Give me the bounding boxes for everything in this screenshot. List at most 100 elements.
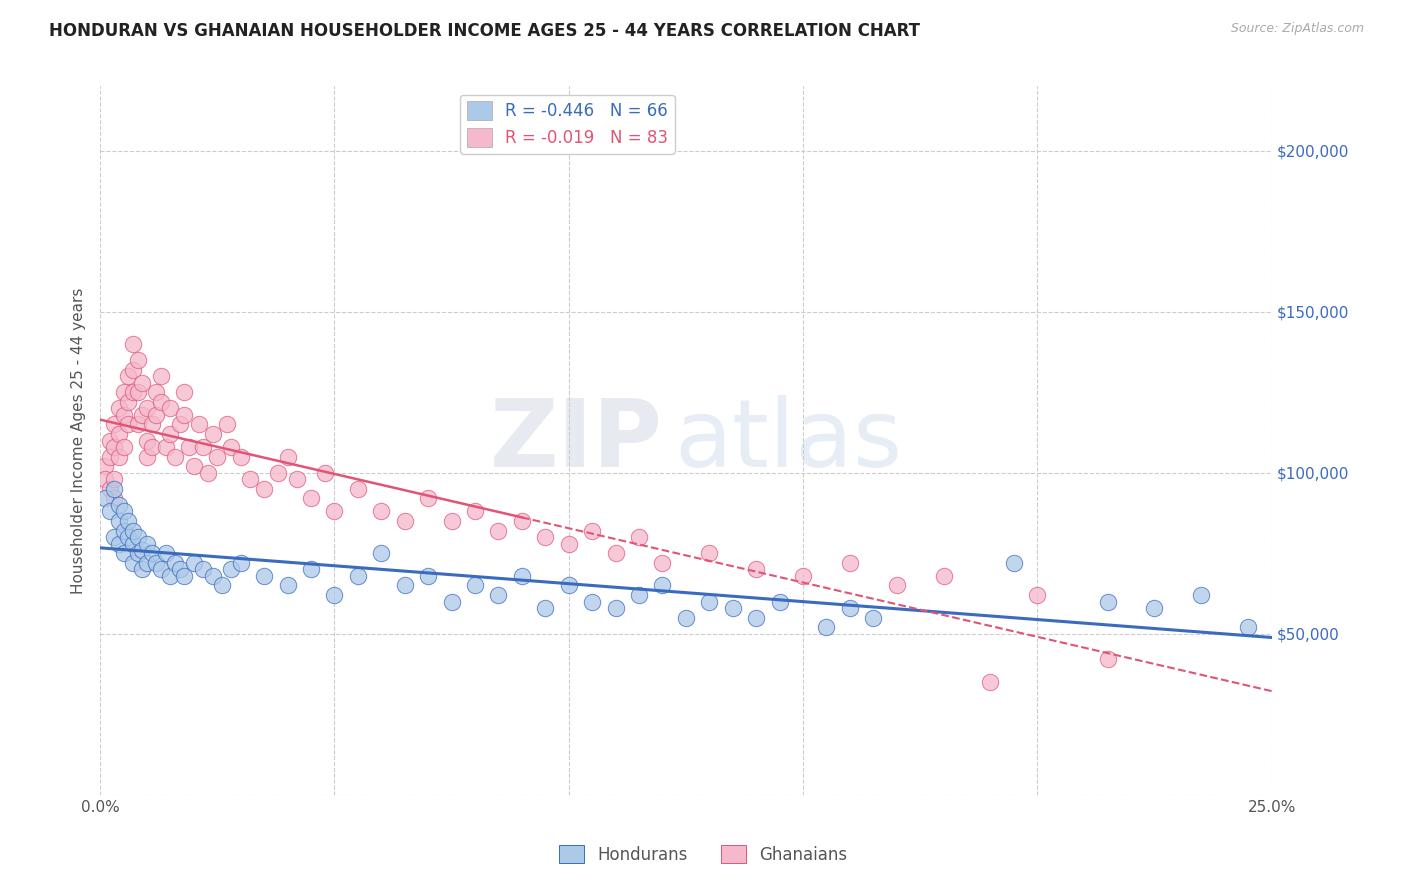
Legend: Hondurans, Ghanaians: Hondurans, Ghanaians [553, 838, 853, 871]
Point [215, 417, 238, 432]
Point [127, 417, 149, 432]
Point [122, 524, 145, 538]
Point [169, 417, 191, 432]
Point [253, 568, 276, 582]
Point [145, 408, 167, 422]
Point [117, 369, 139, 384]
Point [136, 556, 159, 570]
Point [127, 530, 149, 544]
Text: ZIP: ZIP [489, 394, 662, 486]
Point [557, 578, 579, 592]
Point [229, 450, 252, 464]
Point [651, 578, 673, 592]
Point [675, 610, 697, 624]
Point [131, 543, 153, 558]
Point [745, 562, 768, 576]
Point [627, 588, 650, 602]
Point [117, 395, 139, 409]
Point [862, 610, 884, 624]
Point [464, 504, 486, 518]
Point [179, 440, 201, 454]
Point [122, 362, 145, 376]
Point [136, 536, 159, 550]
Point [103, 491, 125, 506]
Point [1237, 620, 1260, 634]
Point [155, 440, 177, 454]
Point [159, 427, 181, 442]
Point [108, 401, 131, 416]
Point [768, 594, 790, 608]
Point [150, 395, 173, 409]
Point [201, 568, 224, 582]
Point [112, 408, 135, 422]
Point [98, 450, 121, 464]
Point [103, 530, 125, 544]
Point [94, 472, 117, 486]
Point [418, 568, 440, 582]
Point [108, 427, 131, 442]
Point [131, 376, 153, 390]
Point [122, 536, 145, 550]
Point [98, 482, 121, 496]
Point [979, 675, 1001, 690]
Point [1097, 594, 1119, 608]
Point [815, 620, 838, 634]
Legend: R = -0.446   N = 66, R = -0.019   N = 83: R = -0.446 N = 66, R = -0.019 N = 83 [460, 95, 675, 153]
Point [221, 562, 243, 576]
Point [141, 440, 163, 454]
Point [510, 514, 533, 528]
Point [127, 385, 149, 400]
Point [534, 601, 557, 615]
Point [440, 594, 463, 608]
Point [697, 546, 720, 560]
Point [122, 556, 145, 570]
Point [108, 514, 131, 528]
Point [745, 610, 768, 624]
Text: HONDURAN VS GHANAIAN HOUSEHOLDER INCOME AGES 25 - 44 YEARS CORRELATION CHART: HONDURAN VS GHANAIAN HOUSEHOLDER INCOME … [49, 22, 920, 40]
Point [165, 450, 187, 464]
Point [150, 369, 173, 384]
Point [221, 440, 243, 454]
Point [510, 568, 533, 582]
Point [418, 491, 440, 506]
Point [183, 556, 205, 570]
Point [103, 482, 125, 496]
Point [141, 546, 163, 560]
Point [108, 536, 131, 550]
Y-axis label: Householder Income Ages 25 - 44 years: Householder Income Ages 25 - 44 years [72, 287, 86, 594]
Point [98, 504, 121, 518]
Point [314, 466, 336, 480]
Point [136, 450, 159, 464]
Point [1097, 652, 1119, 666]
Point [173, 408, 195, 422]
Point [187, 417, 209, 432]
Point [145, 385, 167, 400]
Point [145, 556, 167, 570]
Point [299, 562, 322, 576]
Point [347, 482, 370, 496]
Point [605, 601, 627, 615]
Point [150, 562, 173, 576]
Text: Source: ZipAtlas.com: Source: ZipAtlas.com [1230, 22, 1364, 36]
Point [193, 440, 215, 454]
Point [94, 459, 117, 474]
Point [721, 601, 744, 615]
Point [1002, 556, 1025, 570]
Point [136, 401, 159, 416]
Point [285, 472, 308, 486]
Point [440, 514, 463, 528]
Point [183, 459, 205, 474]
Point [557, 536, 579, 550]
Point [201, 427, 224, 442]
Point [347, 568, 370, 582]
Point [136, 434, 159, 448]
Point [155, 546, 177, 560]
Point [207, 450, 229, 464]
Text: atlas: atlas [673, 394, 903, 486]
Point [1026, 588, 1049, 602]
Point [229, 556, 252, 570]
Point [103, 440, 125, 454]
Point [117, 530, 139, 544]
Point [173, 385, 195, 400]
Point [394, 514, 416, 528]
